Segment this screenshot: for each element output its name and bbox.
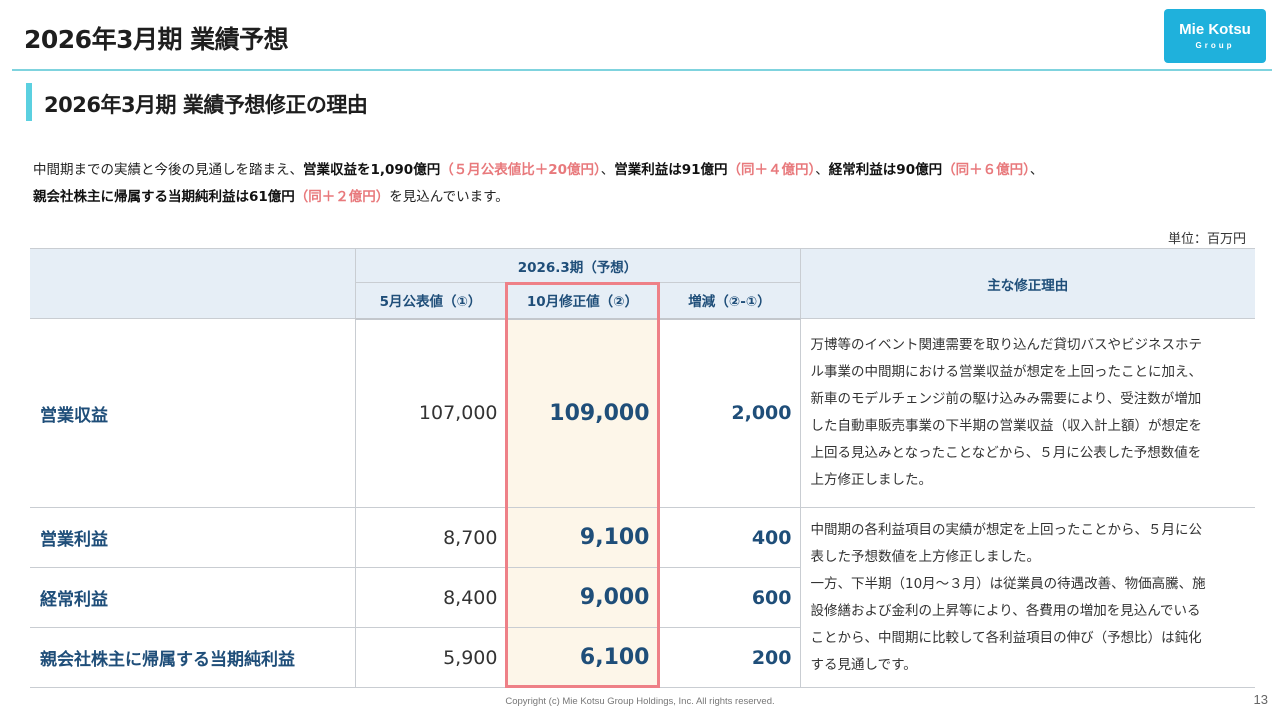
summary-line-1: 中間期までの実績と今後の見通しを踏まえ、営業収益を1,090億円（５月公表値比＋… [33,157,1263,184]
logo-text: Mie Kotsu [1179,21,1251,38]
header-empty-cell [30,248,356,319]
row-label: 営業収益 [30,318,356,508]
oct-value: 9,100 [505,507,660,568]
reason-line: した自動車販売事業の下半期の営業収益（収入計上額）が想定を [810,418,1203,434]
reason-line: 表した予想数値を上方修正しました。 [810,548,1041,565]
revenue-reason: 万博等のイベント関連需要を取り込んだ貸切バスやビジネスホテ ル事業の中間期におけ… [799,318,1255,508]
reason-line: 上方修正しました。 [810,472,933,488]
change-value: 200 [658,627,800,688]
summary-net-income: 親会社株主に帰属する当期純利益は61億円 [33,189,295,205]
reason-line: 設修繕および金利の上昇等により、各費用の増加を見込んでいる [810,602,1201,619]
summary-ordinary-profit-change: （同＋６億円） [942,162,1030,178]
section-title: 2026年3月期 業績予想修正の理由 [44,93,368,117]
reason-line: 中間期の各利益項目の実績が想定を上回ったことから、５月に公 [810,521,1203,538]
change-value: 2,000 [658,318,801,508]
may-value: 107,000 [354,318,507,508]
reason-line: ル事業の中間期における営業収益が想定を上回ったことに加え、 [810,364,1203,380]
reason-header: 主な修正理由 [799,248,1255,319]
row-label: 経常利益 [30,567,356,628]
page-number: 13 [1253,692,1268,707]
table-row: 営業利益 8,700 9,100 400 中間期の各利益項目の実績が想定を上回っ… [30,507,1255,688]
oct-revised-header: 10月修正値（②） [505,282,660,320]
summary-text: 中間期までの実績と今後の見通しを踏まえ、営業収益を1,090億円（５月公表値比＋… [33,157,1263,211]
section-accent-bar [26,83,32,121]
logo-subtext: Group [1195,41,1235,50]
forecast-table: 2026.3期（予想） 主な修正理由 5月公表値（①） 10月修正値（②） 増減… [30,248,1255,688]
summary-revenue-change: （５月公表値比＋20億円） [440,162,601,178]
summary-net-income-change: （同＋２億円） [294,189,390,205]
oct-value: 109,000 [505,318,660,508]
row-label: 親会社株主に帰属する当期純利益 [30,627,356,688]
summary-text-segment: を見込んでいます。 [389,189,509,205]
change-value: 400 [658,507,801,568]
profit-reason: 中間期の各利益項目の実績が想定を上回ったことから、５月に公 表した予想数値を上方… [799,507,1255,688]
period-header: 2026.3期（予想） [354,248,801,283]
page-title: 2026年3月期 業績予想 [24,25,289,54]
summary-revenue: 営業収益を1,090億円 [303,162,441,178]
oct-value: 6,100 [505,627,660,688]
header-divider [12,69,1272,71]
reason-line: 万博等のイベント関連需要を取り込んだ貸切バスやビジネスホテ [810,337,1203,353]
company-logo: Mie Kotsu Group [1164,9,1266,63]
table-row: 親会社株主に帰属する当期純利益 5,900 6,100 200 [30,627,1255,688]
summary-separator: 、 [815,162,829,178]
unit-label: 単位：百万円 [1167,232,1246,247]
reason-line: 上回る見込みとなったことなどから、５月に公表した予想数値を [810,445,1202,461]
summary-separator: 、 [1029,162,1044,178]
summary-operating-profit-change: （同＋４億円） [727,162,816,178]
reason-line: 新車のモデルチェンジ前の駆け込みみ需要により、受注数が増加 [810,391,1202,407]
summary-ordinary-profit: 経常利益は90億円 [828,162,943,178]
table-row: 営業収益 107,000 109,000 2,000 万博等のイベント関連需要を… [30,318,1255,508]
summary-text-segment: 中間期までの実績と今後の見通しを踏まえ、 [33,162,303,178]
reason-line: 一方、下半期（10月～３月）は従業員の待遇改善、物価高騰、施 [810,575,1206,592]
summary-operating-profit: 営業利益は91億円 [614,162,728,178]
copyright-text: Copyright (c) Mie Kotsu Group Holdings, … [505,696,775,707]
oct-value: 9,000 [505,567,660,628]
may-value: 8,400 [354,567,507,628]
summary-line-2: 親会社株主に帰属する当期純利益は61億円（同＋２億円）を見込んでいます。 [33,184,1263,211]
may-value: 8,700 [354,507,507,568]
reason-line: する見通しです。 [810,656,917,673]
may-forecast-header: 5月公表値（①） [355,282,507,320]
change-header: 増減（②-①） [658,282,800,320]
change-value: 600 [658,567,800,628]
may-value: 5,900 [354,627,507,688]
reason-line: ことから、中間期に比較して各利益項目の伸び（予想比）は鈍化 [810,629,1202,646]
row-label: 営業利益 [30,507,356,568]
summary-separator: 、 [600,162,615,178]
